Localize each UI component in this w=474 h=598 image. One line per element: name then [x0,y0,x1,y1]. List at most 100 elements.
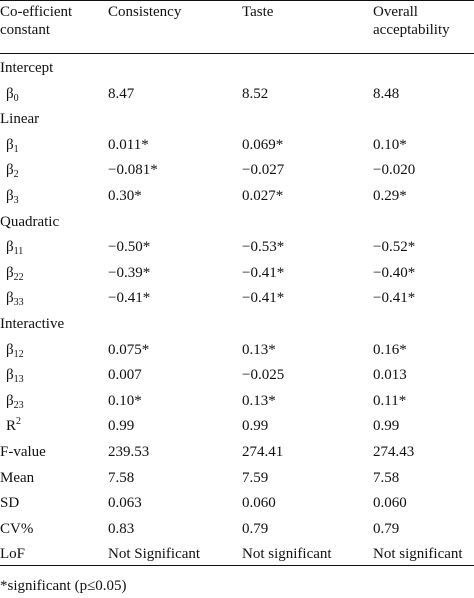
consistency-cell: −0.39* [108,264,151,281]
taste-cell: 0.99 [242,418,269,435]
coefficient-label: β0 [6,82,19,108]
overall-acceptability-cell: −0.52* [373,239,416,256]
taste-cell: 0.79 [242,520,269,537]
section-row: Interactive [0,312,474,338]
coefficient-label: CV% [0,517,33,543]
coefficient-label: Mean [0,466,34,492]
section-label: Intercept [0,60,54,76]
coefficient-symbol: LoF [0,546,26,563]
consistency-cell: 0.99 [108,418,135,435]
coefficient-symbol: β [6,162,14,179]
consistency-cell: 8.47 [108,85,135,102]
taste-cell: Not significant [242,546,332,563]
taste-cell: 0.069* [242,136,284,153]
consistency-cell: −0.41* [108,290,151,307]
coefficient-subscript: 2 [13,169,19,181]
coefficient-symbol: R [6,418,17,435]
overall-acceptability-cell: Not significant [373,546,463,563]
consistency-cell: −0.50* [108,239,151,256]
table-bottom-rule [0,565,474,566]
section-row: Intercept [0,56,474,82]
coefficient-symbol: β [6,392,14,409]
coefficient-subscript: 11 [13,246,24,258]
coefficient-symbol: β [6,85,14,102]
overall-acceptability-cell: 0.99 [373,418,400,435]
coefficient-symbol: β [6,264,14,281]
section-label: Linear [0,111,40,128]
table-row: Mean 7.58 7.59 7.58 [0,466,474,492]
header-overall-line1: Overall [373,4,418,20]
taste-cell: 0.027* [242,187,284,204]
table-row: β11 −0.50* −0.53* −0.52* [0,235,474,261]
coefficient-subscript: 1 [13,143,19,155]
coefficient-label: β12 [6,338,24,364]
section-row: Quadratic [0,210,474,236]
taste-cell: −0.41* [242,264,285,281]
taste-cell: 8.52 [242,85,269,102]
table-row: β22 −0.39* −0.41* −0.40* [0,261,474,287]
taste-cell: −0.53* [242,239,285,256]
consistency-cell: 0.10* [108,392,142,409]
coefficient-label: β23 [6,389,24,415]
table-header: Co-efficient constant Consistency Taste … [0,0,474,53]
overall-acceptability-cell: 7.58 [373,469,400,486]
table-row: β13 0.007 −0.025 0.013 [0,363,474,389]
header-overall: Overall acceptability [373,3,450,39]
table-row: CV% 0.83 0.79 0.79 [0,517,474,543]
coefficient-subscript: 22 [13,271,24,283]
coefficient-label: β13 [6,363,24,389]
consistency-cell: 7.58 [108,469,135,486]
table-row: β12 0.075* 0.13* 0.16* [0,338,474,364]
coefficient-subscript: 23 [13,399,24,411]
coefficient-symbol: CV% [0,520,34,537]
table-row: β3 0.30* 0.027* 0.29* [0,184,474,210]
overall-acceptability-cell: 0.79 [373,520,400,537]
coefficient-subscript: 13 [13,374,24,386]
coefficient-symbol: SD [0,495,20,512]
table-row: β2 −0.081* −0.027 −0.020 [0,158,474,184]
header-taste: Taste [242,4,274,20]
overall-acceptability-cell: 0.29* [373,187,407,204]
coefficient-label: β33 [6,286,24,312]
coefficient-symbol: β [6,341,14,358]
overall-acceptability-cell: 274.43 [373,443,415,460]
coefficient-symbol: β [6,367,14,384]
coefficient-symbol: F-value [0,443,46,460]
table-row: β0 8.47 8.52 8.48 [0,82,474,108]
taste-cell: −0.027 [242,162,285,179]
coefficient-label: β11 [6,235,23,261]
coefficient-superscript: 2 [16,416,22,428]
table-footnote: *significant (p≤0.05) [0,578,127,594]
overall-acceptability-cell: 0.060 [373,495,407,512]
consistency-cell: 0.075* [108,341,150,358]
overall-acceptability-cell: 0.16* [373,341,407,358]
coefficient-symbol: β [6,187,14,204]
taste-cell: 274.41 [242,443,284,460]
table-row: β1 0.011* 0.069* 0.10* [0,133,474,159]
coefficient-subscript: 0 [13,92,19,104]
consistency-cell: 0.063 [108,495,142,512]
coefficient-label: F-value [0,440,46,466]
coefficient-label: β2 [6,158,19,184]
consistency-cell: 0.30* [108,187,142,204]
header-rule [0,53,474,54]
taste-cell: 0.060 [242,495,276,512]
coefficient-subscript: 33 [13,297,24,309]
taste-cell: 0.13* [242,341,276,358]
consistency-cell: 0.007 [108,367,142,384]
overall-acceptability-cell: 0.10* [373,136,407,153]
table-row: F-value 239.53 274.41 274.43 [0,440,474,466]
taste-cell: −0.41* [242,290,285,307]
table-row: LoF Not Significant Not significant Not sig… [0,542,474,568]
overall-acceptability-cell: −0.020 [373,162,416,179]
coefficient-subscript: 3 [13,194,19,206]
table-body: Intercept β0 8.47 8.52 8.48 Linear β1 0.011* 0.0… [0,56,474,568]
taste-cell: −0.025 [242,367,285,384]
header-consistency: Consistency [108,4,182,20]
section-row: Linear [0,107,474,133]
coefficient-label: SD [0,491,19,517]
consistency-cell: 0.83 [108,520,135,537]
coefficient-symbol: β [6,290,14,307]
coefficient-label: β1 [6,133,19,159]
coefficient-label: β22 [6,261,24,287]
